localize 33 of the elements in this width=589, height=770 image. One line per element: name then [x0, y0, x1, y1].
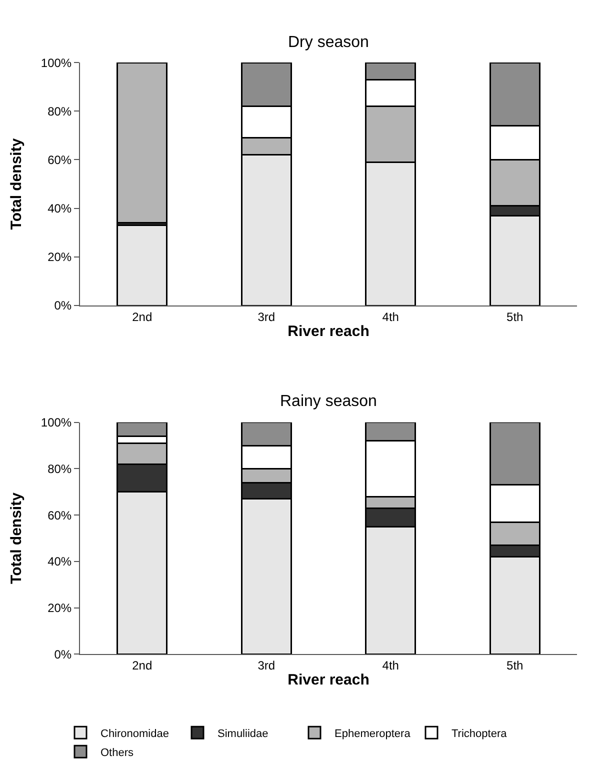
x-tick-label: 5th — [506, 658, 524, 673]
y-tick-label: 0% — [54, 647, 72, 662]
y-tick-label: 20% — [48, 250, 72, 264]
y-tick-label: 80% — [48, 462, 72, 476]
y-tick-label: 40% — [48, 554, 72, 569]
legend-label: Ephemeroptera — [334, 728, 412, 740]
y-tick-label: 60% — [48, 152, 72, 167]
y-tick-label: 40% — [48, 202, 72, 216]
x-axis-title: River reach — [288, 322, 370, 340]
legend-label: Chironomidae — [100, 728, 169, 740]
x-tick-label: 3rd — [258, 310, 276, 324]
y-tick-label: 0% — [54, 298, 72, 313]
chart-title: Rainy season — [280, 393, 377, 410]
x-tick-label: 5th — [506, 310, 524, 324]
y-axis-title: Total density — [8, 138, 26, 230]
x-tick-label: 2nd — [132, 658, 152, 673]
x-tick-label: 4th — [382, 658, 399, 673]
chart-title: Dry season — [288, 34, 369, 51]
y-axis-title: Total density — [8, 492, 26, 584]
x-tick-label: 2nd — [132, 310, 152, 324]
x-axis-title: River reach — [288, 672, 370, 689]
bar — [116, 62, 168, 224]
y-tick-label: 60% — [48, 508, 72, 522]
y-tick-label: 100% — [40, 416, 72, 430]
legend-label: Trichoptera — [452, 728, 508, 740]
y-tick-label: 80% — [48, 104, 72, 118]
bar — [116, 224, 168, 306]
x-tick-label: 3rd — [258, 658, 276, 673]
y-tick-label: 20% — [48, 600, 72, 615]
legend-label: Others — [100, 746, 134, 759]
y-tick-label: 100% — [40, 56, 72, 70]
legend-label: Simuliidae — [218, 728, 268, 740]
x-tick-label: 4th — [382, 310, 399, 324]
